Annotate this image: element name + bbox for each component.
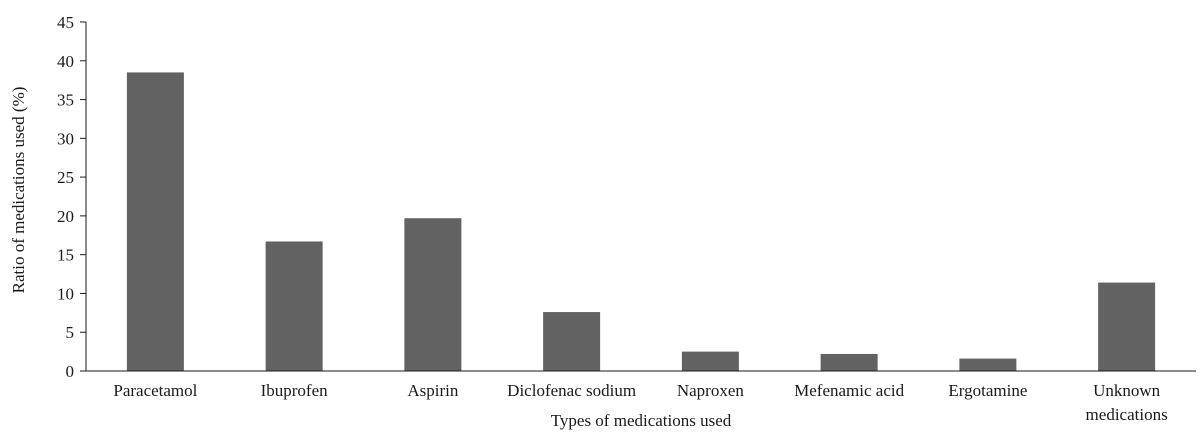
y-tick-label: 10 [57, 284, 74, 303]
x-tick-label: Naproxen [677, 381, 745, 400]
bar [126, 72, 184, 372]
y-tick-label: 35 [57, 91, 74, 110]
y-tick-label: 45 [57, 13, 74, 32]
y-tick-label: 0 [66, 362, 75, 381]
bar [543, 312, 601, 371]
bars-layer [126, 72, 1156, 372]
y-axis-title: Ratio of medications used (%) [9, 87, 28, 294]
x-tick-label: Paracetamol [113, 381, 197, 400]
bar [820, 353, 878, 371]
bar [959, 358, 1017, 371]
y-tick-label: 5 [66, 323, 75, 342]
bar [265, 241, 323, 371]
x-axis-title: Types of medications used [551, 411, 732, 430]
bar [404, 218, 462, 371]
axes-layer [85, 22, 1196, 372]
y-tick-label: 25 [57, 168, 74, 187]
x-tick-labels: Paracetamol Ibuprofen Aspirin Diclofenac so… [113, 381, 1167, 424]
x-tick-label: Diclofenac sodium [507, 381, 636, 400]
x-tick-label: Unknown medications [1086, 381, 1168, 424]
bar [1098, 282, 1156, 371]
y-ticks: 0 5 10 15 20 25 30 35 40 45 [57, 13, 86, 381]
y-tick-label: 20 [57, 207, 74, 226]
y-tick-label: 30 [57, 129, 74, 148]
x-tick-label: Ibuprofen [261, 381, 329, 400]
y-tick-label: 40 [57, 52, 74, 71]
x-tick-label: Aspirin [407, 381, 459, 400]
x-tick-label: Mefenamic acid [794, 381, 904, 400]
y-tick-label: 15 [57, 246, 74, 265]
bar [681, 351, 739, 371]
x-tick-label: Ergotamine [948, 381, 1027, 400]
